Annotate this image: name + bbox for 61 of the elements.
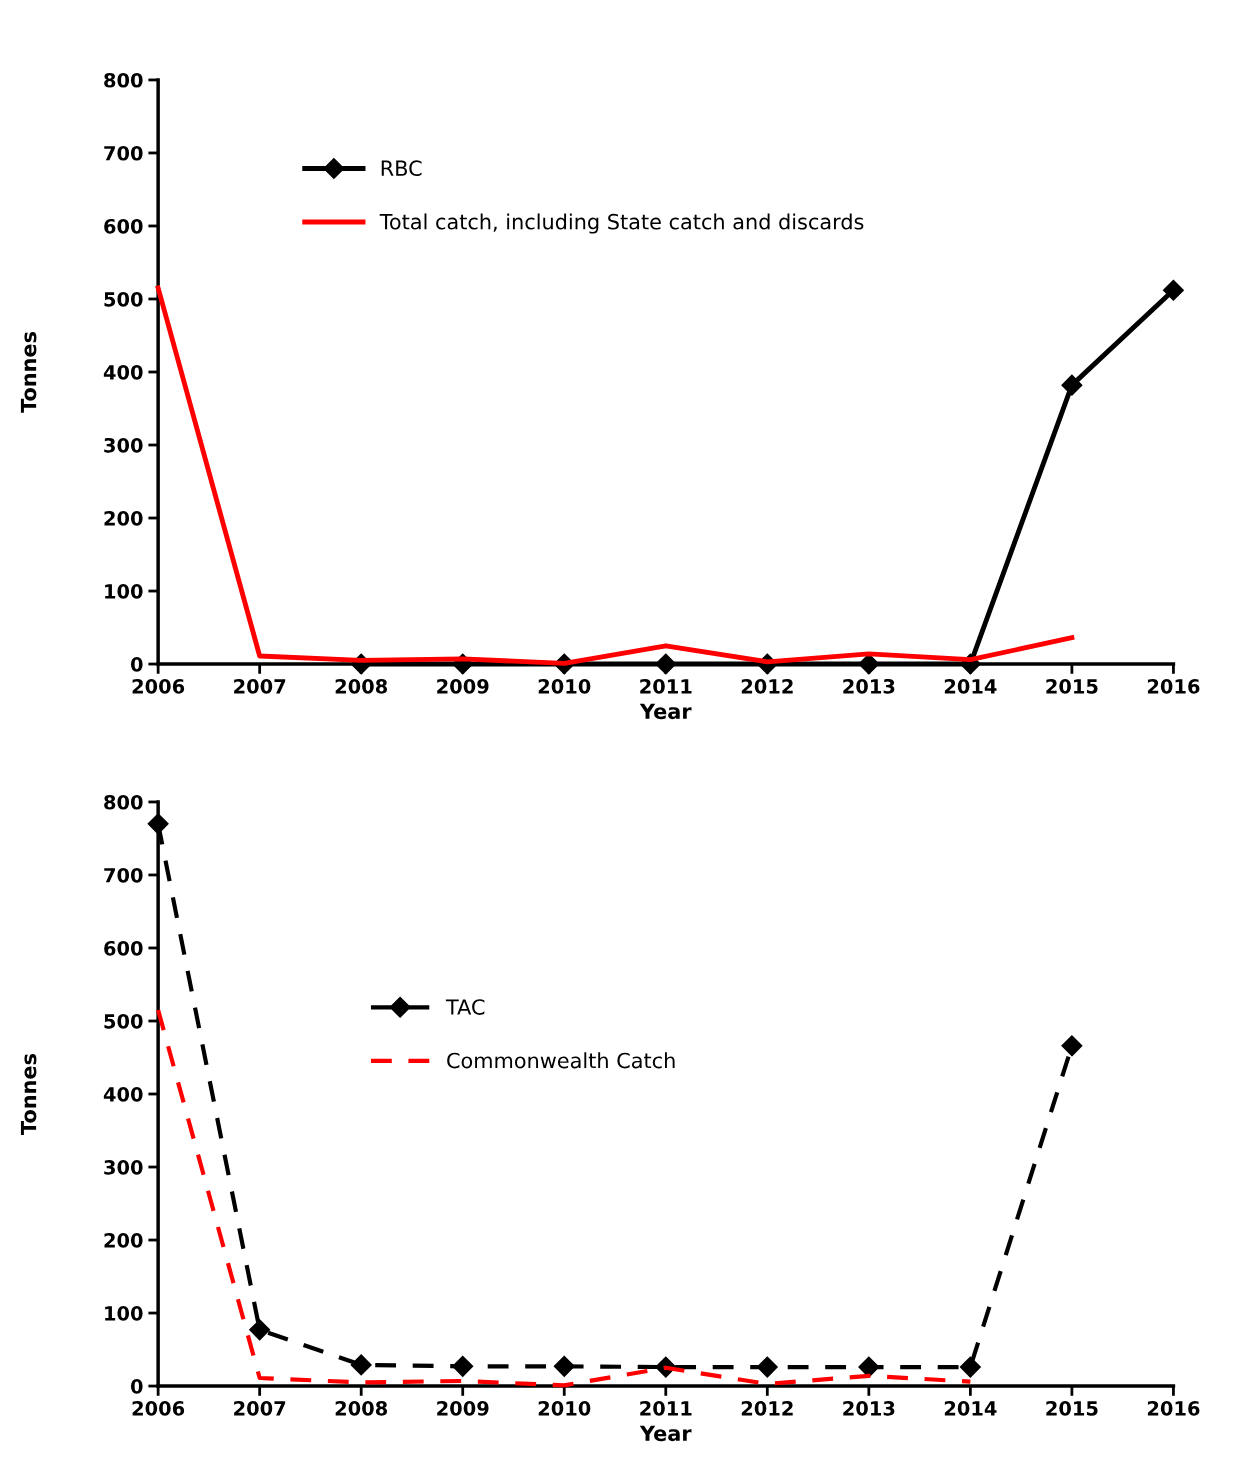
y-axis-title: Tonnes — [20, 1054, 37, 1135]
legend-label: Commonwealth Catch — [447, 1052, 675, 1069]
x-tick-label: 2016 — [1147, 678, 1200, 694]
point — [756, 1356, 778, 1378]
x-tick-label: 2010 — [538, 678, 591, 694]
x-tick-label: 2008 — [335, 678, 388, 694]
y-tick-label: 500 — [104, 1013, 143, 1029]
x-tick-label: 2014 — [944, 678, 997, 694]
x-tick-label: 2006 — [132, 1400, 185, 1416]
x-tick-label: 2015 — [1046, 678, 1098, 694]
y-tick-label: 100 — [105, 1306, 143, 1321]
point — [452, 1355, 474, 1377]
point — [858, 1356, 880, 1378]
x-tick-label: 2011 — [640, 1400, 692, 1416]
y-axis-title: Tonnes — [20, 332, 37, 413]
x-tick-label: 2013 — [843, 678, 895, 694]
x-tick-label: 2016 — [1147, 1400, 1200, 1416]
y-tick-label: 300 — [104, 1159, 143, 1175]
x-axis-title: Year — [639, 1425, 692, 1442]
y-tick-label: 600 — [104, 218, 143, 234]
x-tick-label: 2013 — [843, 1400, 895, 1416]
point — [1061, 374, 1083, 396]
legend-label: Total catch, including State catch and discards — [379, 213, 864, 234]
y-tick-label: 800 — [104, 794, 143, 810]
y-tick-label: 700 — [104, 867, 143, 883]
y-tick-label: 100 — [105, 583, 143, 599]
x-tick-label: 2015 — [1046, 1400, 1098, 1416]
y-tick-label: 0 — [130, 1379, 143, 1394]
x-tick-label: 2009 — [437, 678, 489, 694]
x-tick-label: 2007 — [234, 678, 286, 694]
x-tick-label: 2007 — [234, 1400, 286, 1416]
y-tick-label: 800 — [104, 72, 143, 88]
y-tick-label: 500 — [104, 291, 143, 307]
y-tick-label: 300 — [104, 437, 143, 453]
y-tick-label: 200 — [104, 1232, 143, 1248]
y-tick-label: 600 — [104, 940, 143, 956]
legend-label: RBC — [381, 160, 422, 177]
point — [1162, 279, 1184, 301]
x-tick-label: 2012 — [741, 1400, 793, 1416]
x-tick-label: 2006 — [132, 678, 185, 694]
x-axis-title: Year — [639, 703, 692, 720]
point — [1061, 1035, 1083, 1057]
point — [655, 653, 677, 675]
point — [147, 813, 169, 835]
point — [553, 1355, 575, 1377]
y-tick-label: 700 — [104, 145, 143, 161]
y-tick-label: 400 — [103, 1086, 143, 1102]
x-tick-label: 2012 — [741, 678, 793, 694]
point — [249, 1319, 271, 1341]
point — [858, 653, 880, 675]
y-tick-label: 0 — [130, 657, 143, 672]
x-tick-label: 2010 — [538, 1400, 591, 1416]
x-tick-label: 2014 — [944, 1400, 997, 1416]
x-tick-label: 2008 — [335, 1400, 388, 1416]
x-tick-label: 2011 — [640, 678, 692, 694]
point — [959, 1356, 981, 1378]
legend-label: TAC — [445, 999, 485, 1015]
point — [350, 1354, 372, 1376]
x-tick-label: 2009 — [437, 1400, 489, 1416]
y-tick-label: 200 — [104, 510, 143, 526]
y-tick-label: 400 — [103, 364, 143, 380]
